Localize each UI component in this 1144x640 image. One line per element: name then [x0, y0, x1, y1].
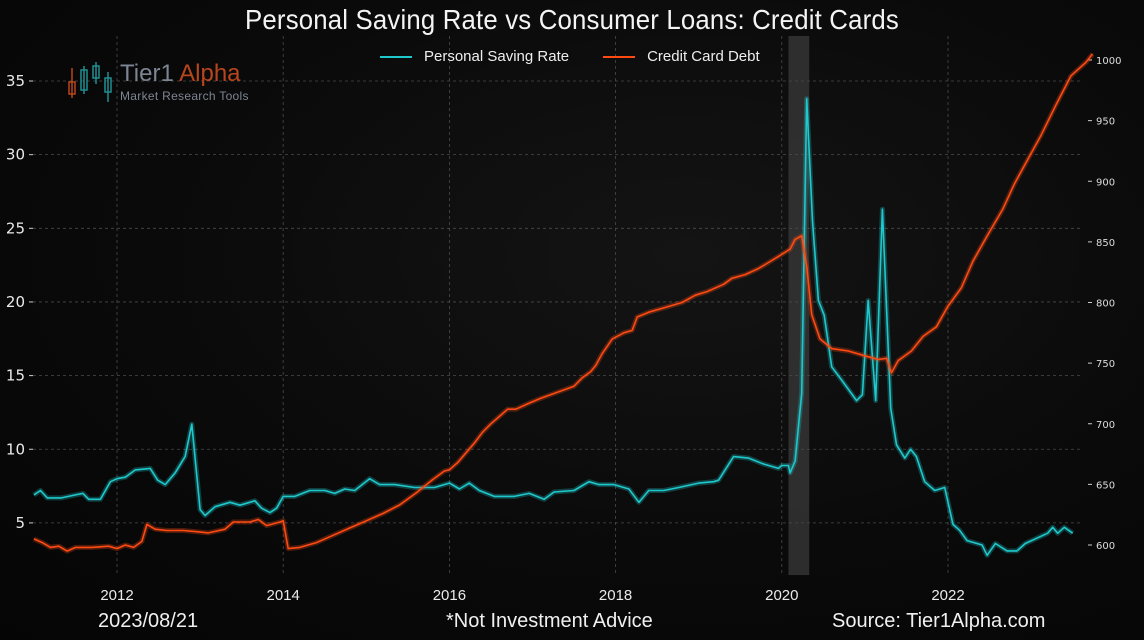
- logo-tagline: Market Research Tools: [120, 89, 249, 103]
- y-right-tick-label: 700: [1096, 420, 1115, 431]
- y-left-tick-label: 35: [6, 72, 25, 90]
- footer-date: 2023/08/21: [98, 610, 199, 632]
- y-right-tick-label: 800: [1096, 299, 1115, 310]
- y-left-tick-label: 30: [6, 146, 25, 164]
- y-left-tick-label: 15: [6, 367, 25, 385]
- footer-disclaimer: *Not Investment Advice: [446, 610, 653, 632]
- x-tick-label: 2014: [267, 587, 300, 604]
- y-right-tick-label: 650: [1096, 480, 1115, 491]
- y-left-tick-label: 25: [6, 219, 25, 237]
- x-tick-label: 2016: [433, 587, 466, 604]
- legend-swatch-debt: [603, 55, 636, 58]
- chart-title: Personal Saving Rate vs Consumer Loans: …: [245, 4, 899, 35]
- logo-wordmark: Tier1 Alpha: [120, 60, 241, 87]
- series-glow: [32, 96, 1075, 558]
- x-tick-label: 2012: [100, 587, 133, 604]
- y-right-tick-label: 900: [1096, 177, 1115, 188]
- y-right-tick-label: 950: [1096, 117, 1115, 128]
- legend-item-credit-card-debt: Credit Card Debt: [603, 48, 760, 65]
- x-tick-label: 2020: [765, 587, 798, 604]
- legend-label: Credit Card Debt: [647, 48, 760, 65]
- chart-legend: Personal Saving Rate Credit Card Debt: [380, 48, 780, 65]
- y-right-tick-label: 750: [1096, 359, 1115, 370]
- y-left-tick-label: 20: [6, 293, 25, 311]
- legend-swatch-saving: [380, 55, 412, 58]
- series-glow: [32, 52, 1095, 554]
- legend-label: Personal Saving Rate: [424, 48, 570, 65]
- y-left-tick-label: 10: [6, 440, 25, 458]
- x-tick-label: 2022: [931, 587, 964, 604]
- y-right-tick-label: 850: [1096, 238, 1115, 249]
- y-right-tick-label: 600: [1096, 541, 1115, 552]
- x-tick-label: 2018: [599, 587, 632, 604]
- recession-band: [788, 36, 810, 575]
- footer-source: Source: Tier1Alpha.com: [832, 610, 1046, 632]
- y-left-tick-label: 5: [15, 514, 25, 532]
- credit-card-debt-line: [33, 53, 1094, 552]
- saving-rate-line: [33, 97, 1074, 557]
- tier1alpha-logo: Tier1 Alpha Market Research Tools: [66, 62, 249, 103]
- y-right-tick-label: 1000: [1096, 56, 1121, 67]
- legend-item-saving-rate: Personal Saving Rate: [380, 48, 569, 65]
- candlestick-icon: [68, 62, 112, 102]
